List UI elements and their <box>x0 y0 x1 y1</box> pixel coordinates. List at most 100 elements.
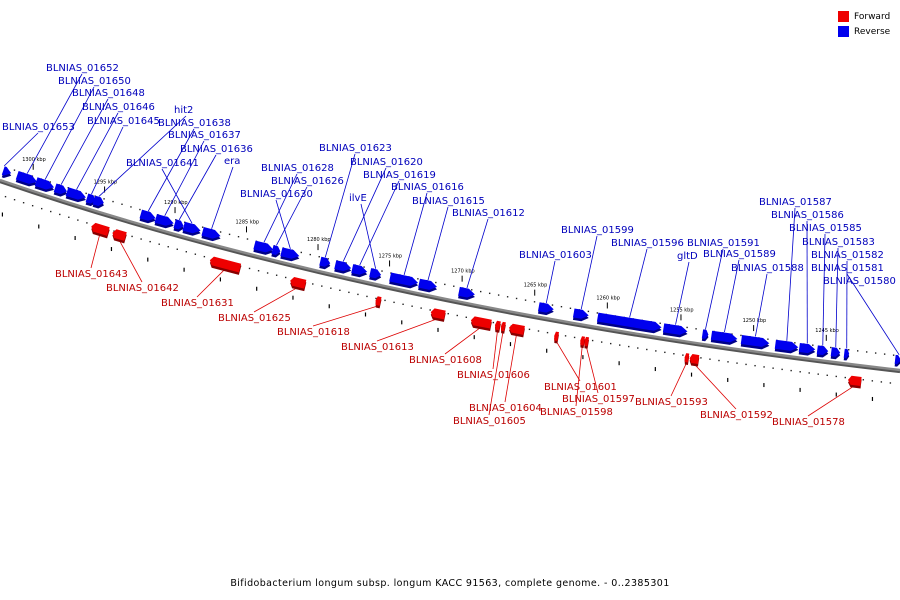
leader-line <box>629 248 648 318</box>
minor-dot <box>444 283 446 286</box>
gene-label-reverse: BLNIAS_01582 <box>811 250 884 261</box>
leader-line <box>675 261 690 325</box>
minor-dot <box>664 351 666 354</box>
leader-line <box>555 341 581 382</box>
legend-item-reverse: Reverse <box>838 24 890 39</box>
reverse-gene-BLNIAS_01586 <box>798 343 816 354</box>
minor-dot <box>381 270 383 272</box>
minor-dot <box>393 301 395 304</box>
minor-dot <box>420 307 422 309</box>
gene-label-reverse: BLNIAS_01615 <box>412 196 485 207</box>
minor-dot <box>826 374 828 376</box>
gene-label-reverse: BLNIAS_01596 <box>611 238 684 249</box>
minor-dot <box>497 294 500 296</box>
reverse-gene-BLNIAS_01596 <box>596 312 662 331</box>
leader-line <box>670 362 687 397</box>
reverse-gene-BLNIAS_01637 <box>154 213 174 226</box>
minor-dot <box>682 354 684 356</box>
gene-label-forward: BLNIAS_01618 <box>277 327 350 338</box>
minor-dot <box>628 345 630 348</box>
scale-tick-label: 1260 kbp <box>596 295 620 301</box>
reverse-gene-BLNIAS_01588 <box>740 335 770 347</box>
minor-dot <box>569 307 572 309</box>
minor-dot <box>140 238 142 240</box>
gene-label-reverse: BLNIAS_01591 <box>687 238 760 249</box>
leader-line <box>196 268 226 298</box>
leader-line <box>178 154 217 221</box>
minor-dot <box>637 347 639 349</box>
reverse-gene-BLNIAS_01652 <box>15 171 38 184</box>
leader-line <box>3 132 39 167</box>
leader-line <box>693 363 737 410</box>
gene-label-reverse: BLNIAS_01583 <box>802 237 875 248</box>
minor-dot <box>175 219 177 221</box>
scale-tick-label: 1265 kbp <box>524 283 548 289</box>
gene-label-reverse: BLNIAS_01587 <box>759 197 832 208</box>
leader-line <box>846 273 900 356</box>
minor-dot <box>659 322 661 324</box>
gene-label-reverse: BLNIAS_01653 <box>2 122 75 133</box>
minor-dot <box>429 309 431 311</box>
leader-line <box>211 166 234 229</box>
minor-dot <box>830 346 832 349</box>
leader-line <box>492 330 498 370</box>
minor-dot <box>465 316 467 318</box>
legend: Forward Reverse <box>838 9 890 39</box>
gene-label-reverse: BLNIAS_01619 <box>363 170 436 181</box>
reverse-gene-BLNIAS_01630 <box>280 247 300 259</box>
minor-dot <box>176 248 178 250</box>
leader-line <box>275 199 291 250</box>
forward-gene-BLNIAS_01601 <box>554 331 559 342</box>
minor-dot <box>736 362 738 364</box>
minor-dot <box>564 335 567 337</box>
gene-features <box>1 166 900 389</box>
scale-tick-label: 1275 kbp <box>379 253 403 259</box>
gene-label-forward: BLNIAS_01606 <box>457 370 530 381</box>
leader-line <box>504 333 517 403</box>
minor-dot <box>880 381 883 383</box>
label-leader-lines <box>3 73 900 417</box>
leader-line <box>427 206 449 281</box>
minor-dot <box>345 262 347 264</box>
minor-dot <box>731 333 733 335</box>
leader-line <box>91 126 124 195</box>
scale-tick-label: 1250 kbp <box>743 318 767 324</box>
gene-label-reverse: ilvE <box>349 193 367 204</box>
minor-dot <box>456 314 458 317</box>
minor-dot <box>790 369 792 372</box>
gene-label-reverse: BLNIAS_01588 <box>731 263 804 274</box>
forward-gene-BLNIAS_01593 <box>684 353 690 363</box>
minor-dot <box>673 353 675 355</box>
minor-dot <box>13 169 16 171</box>
minor-dot <box>587 310 590 313</box>
gene-label-reverse: BLNIAS_01585 <box>789 223 862 234</box>
leader-line <box>276 186 308 246</box>
gene-label-forward: BLNIAS_01625 <box>218 313 291 324</box>
gene-label-reverse: BLNIAS_01626 <box>271 176 344 187</box>
backbone-shadow <box>0 179 900 374</box>
minor-dot <box>184 221 186 223</box>
leader-line <box>164 140 205 217</box>
leader-line <box>585 346 599 394</box>
leader-line <box>786 207 796 341</box>
minor-dot <box>201 226 204 228</box>
leader-line <box>26 73 83 174</box>
minor-dot <box>312 283 314 285</box>
minor-dot <box>318 256 320 258</box>
minor-dot <box>546 331 549 334</box>
minor-dot <box>284 276 287 279</box>
minor-dot <box>844 376 846 379</box>
minor-dot <box>835 375 837 378</box>
gene-label-reverse: BLNIAS_01623 <box>319 143 392 154</box>
gene-label-reverse: BLNIAS_01603 <box>519 250 592 261</box>
minor-dot <box>112 200 114 203</box>
scale-tick-label: 1255 kbp <box>670 307 694 313</box>
leader-line <box>60 98 109 185</box>
reverse-gene-BLNIAS_01599 <box>572 308 589 319</box>
minor-dot <box>488 292 491 295</box>
minor-dot <box>700 357 702 359</box>
gene-label-reverse: BLNIAS_01645 <box>87 116 160 127</box>
minor-dot <box>327 258 329 260</box>
minor-dot <box>718 359 720 362</box>
minor-dot <box>686 326 688 329</box>
